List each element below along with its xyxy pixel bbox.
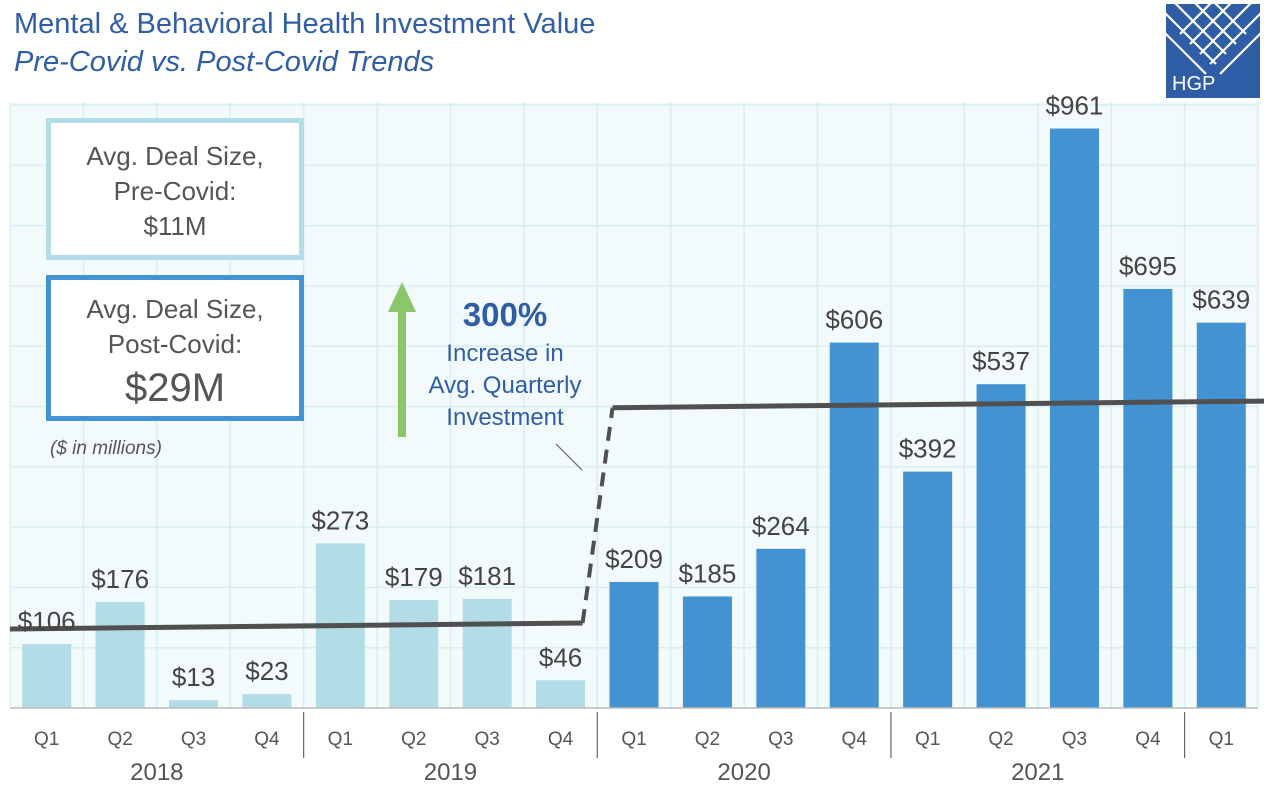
- chart-subtitle: Pre-Covid vs. Post-Covid Trends: [14, 46, 435, 78]
- tick-label-11: Q4: [842, 729, 868, 750]
- bar-3: [242, 694, 292, 708]
- tick-label-10: Q3: [768, 729, 793, 750]
- trend-line-jump: [580, 407, 615, 624]
- bar-9: [682, 596, 732, 708]
- increase-percent: 300%: [462, 296, 548, 333]
- tick-label-8: Q1: [621, 729, 646, 750]
- data-label-16: $639: [1192, 285, 1250, 315]
- bar-12: [903, 471, 953, 708]
- year-label-2020: 2020: [717, 759, 770, 786]
- tick-label-3: Q4: [254, 729, 280, 750]
- tick-label-7: Q4: [548, 729, 574, 750]
- data-label-2: $13: [172, 662, 215, 692]
- increase-description: Increase in Avg. Quarterly Investment: [410, 338, 600, 434]
- data-label-8: $209: [605, 544, 663, 574]
- data-label-14: $961: [1046, 91, 1104, 121]
- tick-label-16: Q1: [1209, 729, 1234, 750]
- data-label-10: $264: [752, 511, 810, 541]
- arrow-head: [388, 282, 416, 312]
- tick-label-12: Q1: [915, 729, 940, 750]
- units-note: ($ in millions): [50, 438, 162, 459]
- increase-line-2: Avg. Quarterly: [428, 372, 582, 399]
- tick-label-9: Q2: [695, 729, 720, 750]
- data-label-4: $273: [311, 505, 369, 535]
- pre-covid-period: Pre-Covid:: [113, 176, 237, 206]
- bar-16: [1196, 322, 1246, 708]
- bar-8: [609, 581, 659, 708]
- bar-6: [462, 598, 512, 708]
- data-label-9: $185: [678, 558, 736, 588]
- data-label-6: $181: [458, 561, 516, 591]
- data-label-11: $606: [825, 305, 883, 335]
- year-label-2021: 2021: [1011, 759, 1064, 786]
- post-covid-deal-size-box: Avg. Deal Size, Post-Covid: $29M: [46, 275, 304, 421]
- year-label-2019: 2019: [424, 759, 477, 786]
- data-label-12: $392: [899, 434, 957, 464]
- tick-label-2: Q3: [181, 729, 206, 750]
- data-label-15: $695: [1119, 251, 1177, 281]
- data-label-1: $176: [91, 564, 149, 594]
- data-label-5: $179: [385, 562, 443, 592]
- data-label-7: $46: [539, 642, 582, 672]
- tick-label-1: Q2: [107, 729, 132, 750]
- trend-line-post: [612, 398, 1264, 411]
- bar-0: [22, 644, 72, 708]
- bar-7: [536, 680, 586, 708]
- bar-13: [976, 384, 1026, 708]
- tick-label-13: Q2: [988, 729, 1013, 750]
- pre-covid-deal-size-box: Avg. Deal Size, Pre-Covid: $11M: [46, 118, 304, 260]
- bar-10: [756, 548, 806, 708]
- post-covid-period: Post-Covid:: [107, 329, 243, 359]
- bar-15: [1123, 288, 1173, 708]
- year-label-2018: 2018: [130, 759, 183, 786]
- arrow-shaft: [398, 308, 406, 437]
- post-covid-label: Avg. Deal Size,: [86, 294, 264, 324]
- chart-title: Mental & Behavioral Health Investment Va…: [14, 8, 596, 40]
- increase-line-1: Increase in: [446, 340, 564, 367]
- bar-14: [1049, 128, 1099, 709]
- data-label-0: $106: [18, 606, 76, 636]
- bar-2: [169, 700, 219, 708]
- tick-label-0: Q1: [34, 729, 59, 750]
- bar-11: [829, 342, 879, 708]
- pre-covid-value: $11M: [143, 211, 207, 241]
- trend-line-pre: [9, 620, 583, 632]
- post-covid-value: $29M: [124, 366, 226, 410]
- data-label-3: $23: [245, 656, 288, 686]
- hgp-logo: HGP: [1166, 4, 1260, 98]
- tick-label-14: Q3: [1062, 729, 1087, 750]
- tick-label-5: Q2: [401, 729, 426, 750]
- increase-line-3: Investment: [446, 404, 564, 431]
- logo-text: HGP: [1172, 73, 1215, 95]
- tick-label-15: Q4: [1135, 729, 1161, 750]
- callout-pointer: [555, 443, 583, 471]
- pre-covid-label: Avg. Deal Size,: [86, 141, 264, 171]
- bar-5: [389, 600, 439, 708]
- data-label-13: $537: [972, 346, 1030, 376]
- tick-label-6: Q3: [474, 729, 499, 750]
- bar-1: [95, 601, 145, 708]
- tick-label-4: Q1: [328, 729, 353, 750]
